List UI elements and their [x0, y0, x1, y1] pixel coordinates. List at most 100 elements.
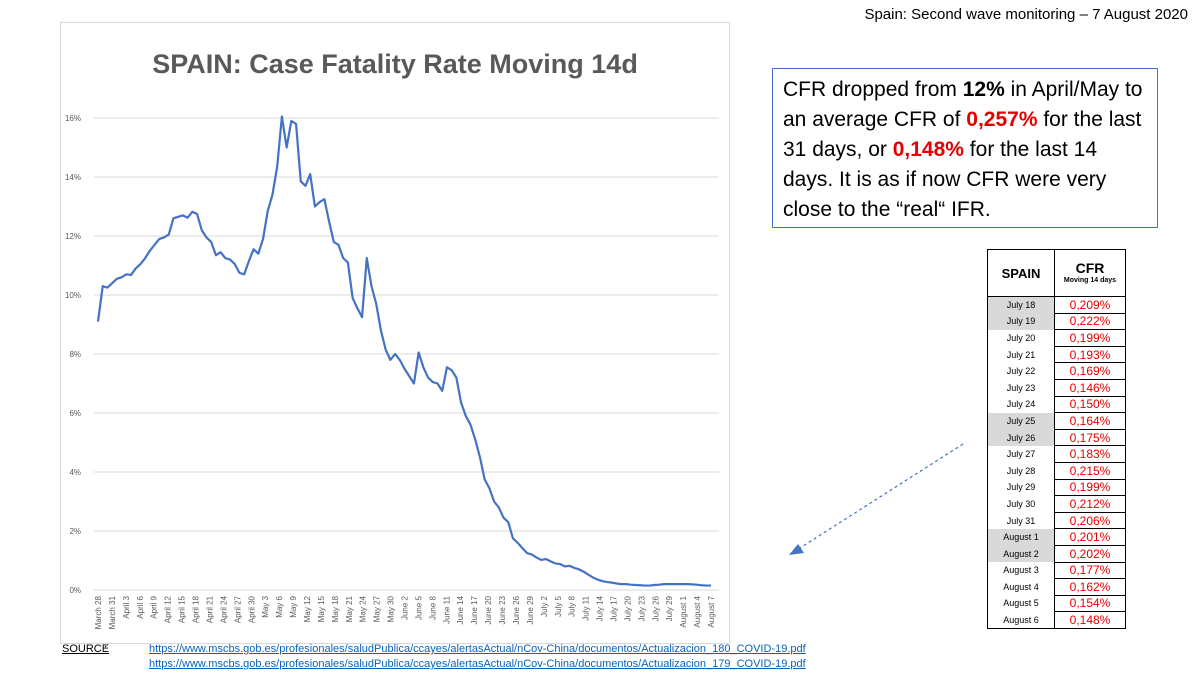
table-row: July 19 0,222%	[987, 312, 1126, 331]
x-tick-label: June 8	[428, 595, 437, 620]
table-cell-date: July 21	[987, 346, 1055, 363]
table-row: July 24 0,150%	[987, 395, 1126, 414]
table-cell-date: July 18	[987, 296, 1055, 314]
x-tick-label: March 31	[108, 595, 117, 629]
table-cell-date: July 20	[987, 329, 1055, 347]
y-tick-label: 14%	[65, 173, 81, 182]
x-tick-label: May 24	[359, 595, 368, 622]
table-header-cfr-sub: Moving 14 days	[1063, 277, 1117, 284]
table-row: July 26 0,175%	[987, 428, 1126, 447]
x-tick-label: June 23	[498, 595, 507, 624]
callout-text-4: for the last 14 days. It is as if now CF…	[783, 138, 1107, 221]
table-header-cfr: CFR Moving 14 days	[1054, 249, 1126, 297]
table-row: August 3 0,177%	[987, 561, 1126, 580]
table-row: July 21 0,193%	[987, 345, 1126, 364]
table-cell-date: July 28	[987, 462, 1055, 480]
x-tick-label: April 9	[150, 595, 159, 618]
table-row: July 27 0,183%	[987, 445, 1126, 463]
y-tick-label: 16%	[65, 114, 81, 123]
table-row: July 18 0,209%	[987, 296, 1126, 314]
table-row: July 22 0,169%	[987, 362, 1126, 380]
x-tick-label: July 11	[582, 595, 591, 620]
table-cell-date: July 23	[987, 379, 1055, 397]
x-tick-label: April 27	[233, 595, 242, 623]
table-cell-date: July 22	[987, 362, 1055, 380]
table-cell-date: August 1	[987, 528, 1055, 546]
table-row: July 31 0,206%	[987, 511, 1126, 530]
table-cell-cfr: 0,222%	[1054, 312, 1126, 331]
x-tick-label: June 11	[442, 595, 451, 623]
callout-text-1: CFR dropped from	[783, 78, 963, 101]
source-link-180[interactable]: https://www.mscbs.gob.es/profesionales/s…	[149, 643, 806, 655]
table-cell-cfr: 0,162%	[1054, 578, 1126, 596]
x-tick-label: May 9	[289, 595, 298, 617]
x-tick-label: May 18	[331, 595, 340, 622]
x-tick-label: April 21	[205, 595, 214, 623]
table-cell-cfr: 0,175%	[1054, 428, 1126, 447]
table-cell-cfr: 0,154%	[1054, 594, 1126, 613]
x-tick-label: July 2	[540, 595, 549, 616]
x-tick-label: May 27	[373, 595, 382, 622]
table-row: August 6 0,148%	[987, 611, 1126, 629]
x-tick-label: June 2	[401, 595, 410, 620]
source-label-text: SOURCE	[62, 643, 110, 655]
callout-red-14days: 0,148%	[892, 138, 964, 161]
table-cell-date: August 3	[987, 562, 1055, 579]
callout-text-3: for the last 31 days, or	[783, 108, 1142, 161]
table-cell-date: July 31	[987, 512, 1055, 529]
table-cell-cfr: 0,146%	[1054, 378, 1126, 397]
table-row: August 1 0,201%	[987, 528, 1126, 546]
table-row: July 25 0,164%	[987, 412, 1126, 430]
source-colon: :	[104, 643, 108, 655]
source-link-179[interactable]: https://www.mscbs.gob.es/profesionales/s…	[149, 658, 806, 670]
x-tick-label: April 3	[122, 595, 131, 618]
y-tick-label: 4%	[69, 468, 81, 477]
x-tick-label: August 7	[707, 595, 716, 627]
table-cell-date: August 6	[987, 611, 1055, 629]
x-tick-label: June 14	[456, 595, 465, 624]
table-header-country: SPAIN	[987, 249, 1055, 297]
x-tick-label: July 8	[568, 595, 577, 616]
table-cell-cfr: 0,199%	[1054, 478, 1126, 497]
table-row: July 28 0,215%	[987, 461, 1126, 480]
table-row: July 29 0,199%	[987, 478, 1126, 497]
x-tick-label: June 26	[512, 595, 521, 624]
x-tick-label: June 5	[414, 595, 423, 620]
table-cell-date: July 25	[987, 412, 1055, 430]
x-tick-label: April 24	[219, 595, 228, 623]
x-tick-label: April 18	[192, 595, 201, 623]
x-tick-label: May 15	[317, 595, 326, 622]
table-cell-date: July 19	[987, 313, 1055, 330]
y-tick-label: 8%	[69, 350, 81, 359]
table-cell-cfr: 0,201%	[1054, 528, 1126, 546]
x-tick-label: April 30	[247, 595, 256, 623]
table-row: August 2 0,202%	[987, 544, 1126, 563]
table-cell-cfr: 0,183%	[1054, 445, 1126, 463]
cfr-table-body: July 18 0,209% July 19 0,222% July 20 0,199% J…	[987, 296, 1126, 629]
table-cell-date: July 27	[987, 445, 1055, 463]
chart-area: SPAIN: Case Fatality Rate Moving 14d 0% 2…	[60, 22, 730, 644]
x-tick-label: March 28	[94, 595, 103, 629]
x-tick-label: May 30	[387, 595, 396, 622]
x-tick-label: July 17	[609, 595, 618, 621]
slide-header: Spain: Second wave monitoring – 7 August…	[864, 6, 1188, 23]
x-tick-label: May 6	[275, 595, 284, 617]
callout-bold-12pct: 12%	[962, 78, 1005, 101]
table-cell-cfr: 0,177%	[1054, 561, 1126, 580]
table-cell-date: August 2	[987, 545, 1055, 562]
table-cell-cfr: 0,150%	[1054, 395, 1126, 414]
table-cell-date: July 30	[987, 495, 1055, 513]
x-tick-label: July 14	[596, 595, 605, 621]
table-cell-cfr: 0,164%	[1054, 412, 1126, 430]
y-tick-label: 10%	[65, 291, 81, 300]
x-tick-label: June 17	[470, 595, 479, 624]
table-header-cfr-title: CFR	[1075, 260, 1105, 276]
x-tick-label: July 26	[651, 595, 660, 621]
table-cell-cfr: 0,212%	[1054, 495, 1126, 513]
table-cell-cfr: 0,169%	[1054, 362, 1126, 380]
source-label: SOURCE	[62, 643, 109, 655]
x-tick-label: April 12	[164, 595, 173, 623]
table-cell-date: August 5	[987, 595, 1055, 612]
x-tick-label: July 20	[623, 595, 632, 621]
table-row: July 23 0,146%	[987, 378, 1126, 397]
